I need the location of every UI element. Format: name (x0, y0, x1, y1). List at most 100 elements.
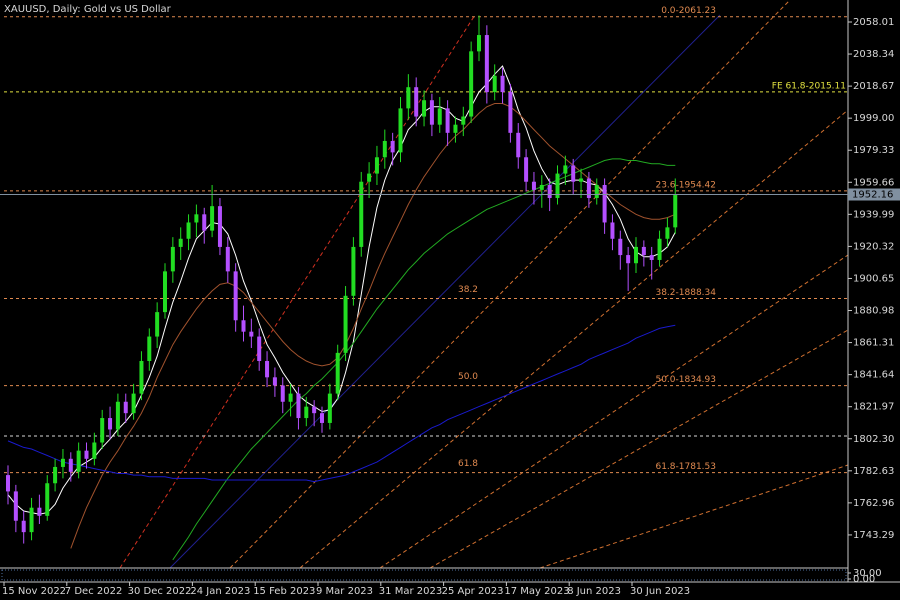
candle-body (359, 181, 364, 247)
candle-body (6, 475, 10, 492)
y-tick-label: 2018.67 (853, 81, 894, 92)
candle-body (641, 246, 646, 256)
fan-line (299, 109, 849, 569)
candle-body (115, 401, 120, 430)
fib-mid-label: 50.0 (458, 372, 478, 382)
y-tick-label: 1841.64 (853, 370, 894, 381)
candle-body (579, 178, 584, 182)
candle-body (68, 458, 73, 472)
x-tick-label: 31 Mar 2023 (379, 586, 442, 597)
x-tick-label: 30 Dec 2022 (128, 586, 192, 597)
candle-body (422, 100, 427, 117)
candle-body (524, 157, 529, 182)
candle-body (37, 507, 42, 516)
candle-body (649, 255, 654, 260)
fib-label: 23.6-1954.42 (655, 180, 716, 190)
moving-average (172, 158, 676, 561)
moving-average (7, 65, 676, 515)
y-tick-label: 1782.63 (853, 466, 894, 477)
candle-body (516, 132, 521, 158)
candle-body (131, 393, 136, 414)
candle-body (108, 418, 113, 430)
candle-body (618, 238, 623, 256)
candle-body (657, 238, 662, 260)
candle-body (437, 108, 442, 125)
fib-label: FE 61.8-2015.11 (772, 81, 846, 91)
fib-mid-label: 61.8 (458, 459, 478, 469)
candle-body (257, 336, 262, 362)
candle-body (249, 331, 254, 337)
candle-body (272, 377, 277, 386)
fib-mid-label: 38.2 (458, 285, 478, 295)
candle-body (84, 450, 89, 459)
candle-body (123, 401, 128, 414)
candle-body (147, 336, 152, 362)
candle-body (453, 124, 458, 133)
candle-body (563, 165, 568, 174)
candle-body (225, 246, 230, 272)
candle-body (484, 35, 489, 93)
candle-body (343, 295, 348, 353)
candle-body (170, 246, 175, 272)
candle-body (312, 406, 317, 414)
candle-body (602, 184, 607, 223)
fan-line (429, 329, 849, 569)
candle-body (367, 173, 372, 182)
y-tick-label: 1802.30 (853, 434, 894, 445)
y-tick-label: 2058.01 (853, 17, 894, 28)
x-tick-label: 24 Jan 2023 (190, 586, 250, 597)
x-tick-label: 7 Dec 2022 (65, 586, 123, 597)
candle-body (304, 406, 309, 419)
candle-body (571, 165, 576, 182)
candle-body (445, 108, 450, 133)
fan-line (539, 464, 849, 569)
chart-title: XAUUSD, Daily: Gold vs US Dollar (4, 4, 172, 15)
last-price-label: 1952.16 (852, 190, 893, 201)
fib-label: 61.8-1781.53 (655, 462, 716, 472)
candle-body (461, 116, 466, 125)
y-tick-label: 1880.98 (853, 306, 894, 317)
candle-body (92, 442, 97, 459)
candle-body (210, 206, 215, 231)
fibonacci-fan (119, 0, 849, 569)
candle-body (610, 222, 615, 239)
x-tick-label: 30 Jun 2023 (630, 586, 690, 597)
sub-window (1, 569, 847, 581)
candle-body (492, 75, 497, 93)
candle-body (202, 214, 207, 231)
candle-body (186, 222, 191, 239)
candle-body (288, 393, 293, 402)
sub-tick-label: 30.00 (853, 568, 882, 579)
candle-body (60, 458, 65, 467)
candle-body (508, 92, 513, 133)
fan-line (119, 14, 476, 569)
candle-body (21, 520, 26, 533)
candle-body (100, 418, 105, 443)
candle-body (555, 173, 560, 199)
x-tick-label: 25 Apr 2023 (442, 586, 504, 597)
fib-label: 50.0-1834.93 (655, 375, 716, 385)
candle-body (53, 466, 58, 484)
y-tick-label: 1821.97 (853, 402, 894, 413)
y-tick-label: 1959.66 (853, 177, 894, 188)
fib-label: 38.2-1888.34 (655, 288, 716, 298)
candle-body (414, 87, 419, 117)
y-tick-label: 1999.00 (853, 113, 894, 124)
candle-body (634, 246, 638, 264)
candle-body (382, 140, 387, 158)
last-price-box (848, 188, 900, 201)
candle-body (139, 361, 144, 394)
candle-body (665, 227, 670, 239)
y-tick-label: 2038.34 (853, 49, 894, 60)
x-tick-label: 17 May 2023 (504, 586, 569, 597)
x-tick-label: 15 Nov 2022 (2, 586, 66, 597)
x-tick-label: 8 Jun 2023 (567, 586, 621, 597)
x-tick-label: 9 Mar 2023 (316, 586, 373, 597)
fan-line (379, 254, 849, 569)
candle-body (626, 255, 631, 264)
candle-body (178, 238, 183, 247)
y-tick-label: 1920.32 (853, 241, 894, 252)
candle-body (586, 178, 591, 199)
candle-body (194, 214, 199, 223)
candle-body (547, 184, 552, 199)
